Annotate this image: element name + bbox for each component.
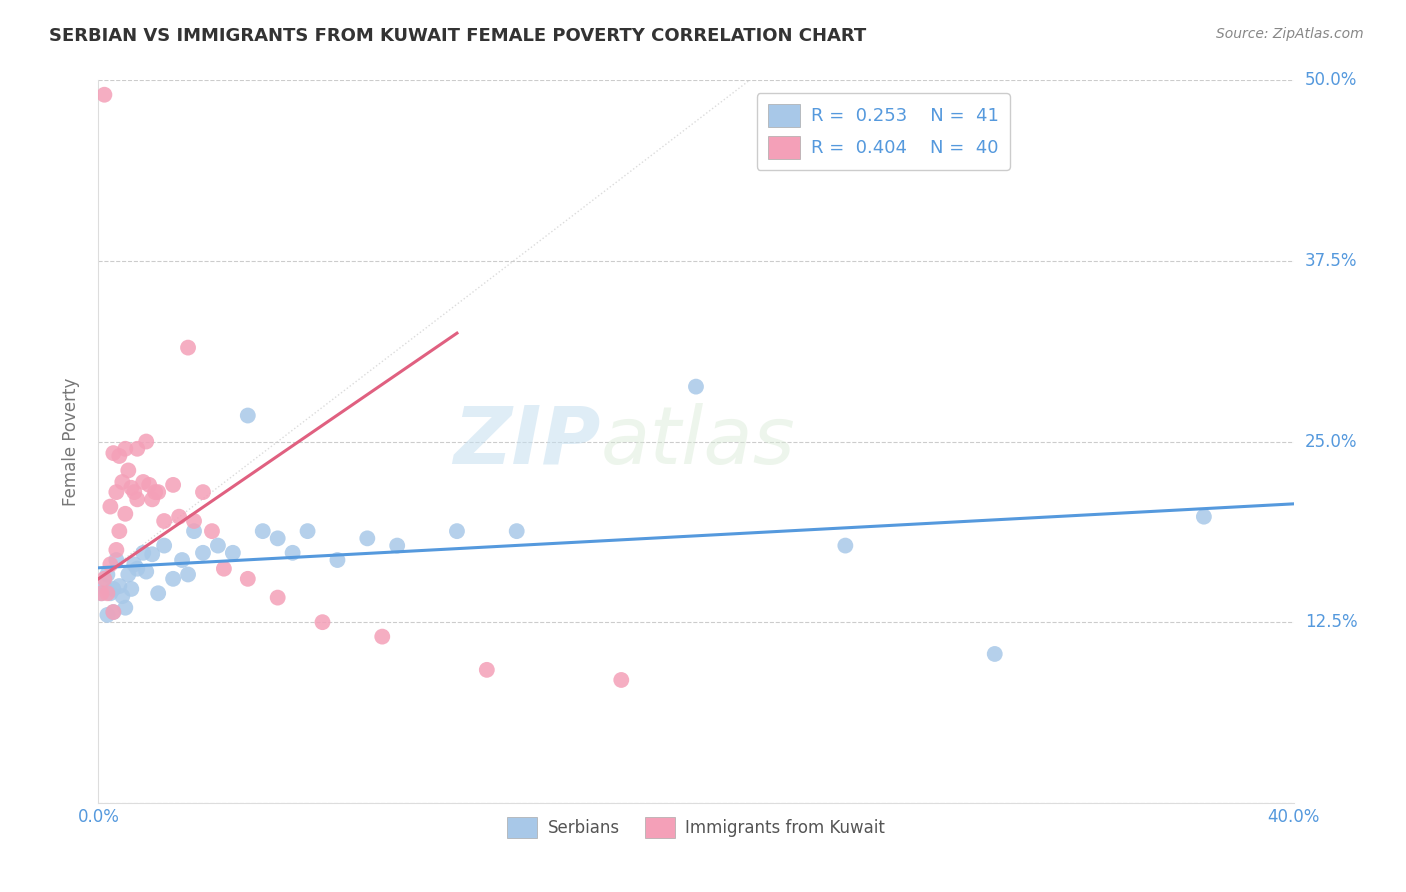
Point [148, 485, 170, 500]
Point [127, 492, 149, 507]
Point [191, 546, 214, 560]
Point [191, 485, 214, 500]
Point [685, 379, 707, 393]
Point [114, 507, 136, 521]
Text: 12.5%: 12.5% [1305, 613, 1357, 632]
Point [93, 87, 115, 102]
Point [212, 562, 235, 576]
Point [141, 492, 163, 507]
Point [111, 475, 134, 489]
Point [105, 553, 128, 567]
Point [93, 572, 115, 586]
Point [103, 446, 125, 460]
Point [124, 558, 146, 572]
Point [162, 478, 184, 492]
Point [148, 586, 170, 600]
Text: 37.5%: 37.5% [1305, 252, 1357, 270]
Point [98, 558, 122, 572]
Point [281, 546, 304, 560]
Point [90, 586, 112, 600]
Point [177, 567, 200, 582]
Point [267, 591, 290, 605]
Text: 50.0%: 50.0% [1305, 71, 1357, 89]
Point [297, 524, 319, 538]
Point [120, 481, 142, 495]
Point [385, 539, 409, 553]
Point [267, 532, 290, 546]
Point [93, 579, 115, 593]
Point [326, 553, 349, 567]
Point [96, 607, 118, 622]
Point [98, 500, 122, 514]
Point [984, 647, 1007, 661]
Point [132, 546, 155, 560]
Point [222, 546, 245, 560]
Point [105, 542, 128, 557]
Point [143, 485, 166, 500]
Point [446, 524, 468, 538]
Point [108, 579, 131, 593]
Text: atlas: atlas [600, 402, 796, 481]
Point [105, 485, 128, 500]
Point [124, 485, 146, 500]
Point [103, 605, 125, 619]
Y-axis label: Female Poverty: Female Poverty [62, 377, 80, 506]
Point [96, 567, 118, 582]
Point [103, 582, 125, 596]
Point [120, 582, 142, 596]
Text: SERBIAN VS IMMIGRANTS FROM KUWAIT FEMALE POVERTY CORRELATION CHART: SERBIAN VS IMMIGRANTS FROM KUWAIT FEMALE… [49, 27, 866, 45]
Point [132, 475, 155, 489]
Point [90, 586, 112, 600]
Point [127, 442, 149, 456]
Point [153, 539, 176, 553]
Point [98, 586, 122, 600]
Point [108, 449, 131, 463]
Point [108, 524, 131, 538]
Point [311, 615, 333, 630]
Point [103, 605, 125, 619]
Point [162, 572, 184, 586]
Point [114, 600, 136, 615]
Point [201, 524, 224, 538]
Legend: Serbians, Immigrants from Kuwait: Serbians, Immigrants from Kuwait [501, 810, 891, 845]
Text: Source: ZipAtlas.com: Source: ZipAtlas.com [1216, 27, 1364, 41]
Point [177, 341, 200, 355]
Point [127, 562, 149, 576]
Point [117, 567, 139, 582]
Point [167, 509, 190, 524]
Point [252, 524, 274, 538]
Text: ZIP: ZIP [453, 402, 600, 481]
Point [236, 409, 259, 423]
Point [834, 539, 856, 553]
Point [135, 434, 157, 449]
Point [236, 572, 259, 586]
Point [506, 524, 529, 538]
Point [356, 532, 378, 546]
Point [96, 586, 118, 600]
Point [371, 630, 394, 644]
Point [183, 514, 205, 528]
Point [207, 539, 229, 553]
Point [141, 547, 163, 561]
Point [114, 442, 136, 456]
Point [172, 553, 194, 567]
Point [610, 673, 633, 687]
Point [1192, 509, 1215, 524]
Text: 25.0%: 25.0% [1305, 433, 1357, 450]
Point [135, 565, 157, 579]
Point [117, 463, 139, 477]
Point [153, 514, 176, 528]
Point [475, 663, 498, 677]
Point [111, 589, 134, 603]
Point [138, 478, 160, 492]
Point [183, 524, 205, 538]
